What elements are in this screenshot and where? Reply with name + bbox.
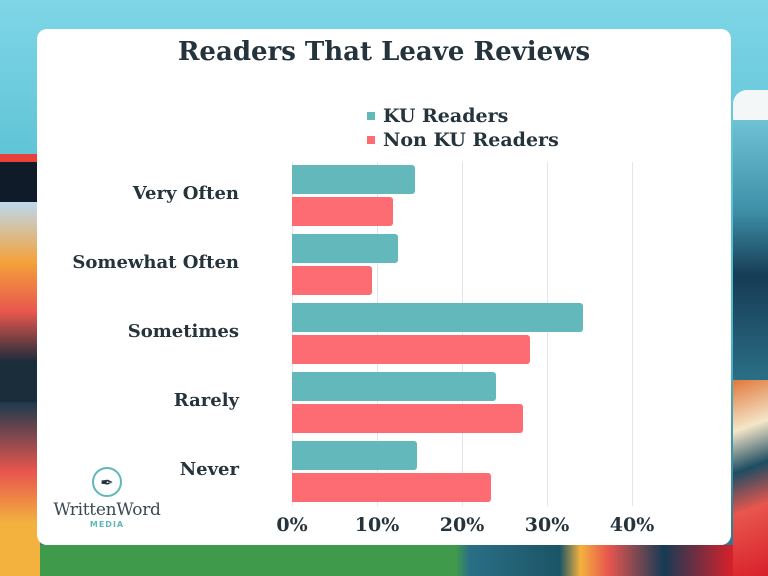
- bar-non-ku: [292, 197, 394, 226]
- gridline: [462, 162, 463, 506]
- legend-swatch-ku: [367, 112, 375, 120]
- category-label: Sometimes: [127, 321, 239, 342]
- logo-name: WrittenWord: [53, 500, 161, 520]
- background-illustration-left: [0, 202, 40, 402]
- background-illustration-left-bottom: [0, 402, 40, 576]
- x-tick-label: 30%: [524, 514, 570, 536]
- gridline: [547, 162, 548, 506]
- background-mountains: [733, 120, 768, 380]
- chart-legend: KU Readers Non KU Readers: [367, 104, 559, 152]
- bar-non-ku: [292, 335, 530, 364]
- chart-title: Readers That Leave Reviews: [177, 37, 591, 67]
- background-illustration-bottom: [40, 545, 733, 576]
- axis-baseline: [292, 162, 293, 506]
- brand-logo: ✒ WrittenWord MEDIA: [47, 467, 167, 529]
- legend-item-ku: KU Readers: [367, 104, 559, 128]
- logo-sub: MEDIA: [89, 520, 125, 529]
- bar-ku: [292, 234, 399, 263]
- gridline: [632, 162, 633, 506]
- category-label: Never: [179, 459, 239, 480]
- pen-nib-icon: ✒: [92, 467, 122, 497]
- bar-non-ku: [292, 473, 491, 502]
- category-label: Somewhat Often: [72, 252, 239, 273]
- x-tick-label: 20%: [439, 514, 485, 536]
- legend-swatch-non-ku: [367, 136, 375, 144]
- bar-ku: [292, 372, 496, 401]
- background-books: [733, 380, 768, 576]
- bar-non-ku: [292, 266, 372, 295]
- legend-label-ku: KU Readers: [383, 105, 509, 127]
- bar-ku: [292, 441, 417, 470]
- chart-card: Readers That Leave Reviews KU Readers No…: [37, 29, 731, 545]
- background-panel: [0, 162, 40, 202]
- bar-ku: [292, 165, 416, 194]
- bar-ku: [292, 303, 583, 332]
- plot-area: 0% 10% 20% 30% 40% Very Often Somewhat Often So…: [72, 162, 692, 536]
- gridline: [377, 162, 378, 506]
- background-cloud: [733, 90, 768, 120]
- background-stripe: [0, 154, 40, 162]
- bar-non-ku: [292, 404, 524, 433]
- legend-label-non-ku: Non KU Readers: [383, 129, 559, 151]
- x-tick-label: 0%: [276, 514, 308, 536]
- x-tick-label: 40%: [609, 514, 655, 536]
- x-tick-label: 10%: [354, 514, 400, 536]
- legend-item-non-ku: Non KU Readers: [367, 128, 559, 152]
- category-label: Rarely: [173, 390, 239, 411]
- category-label: Very Often: [132, 183, 239, 204]
